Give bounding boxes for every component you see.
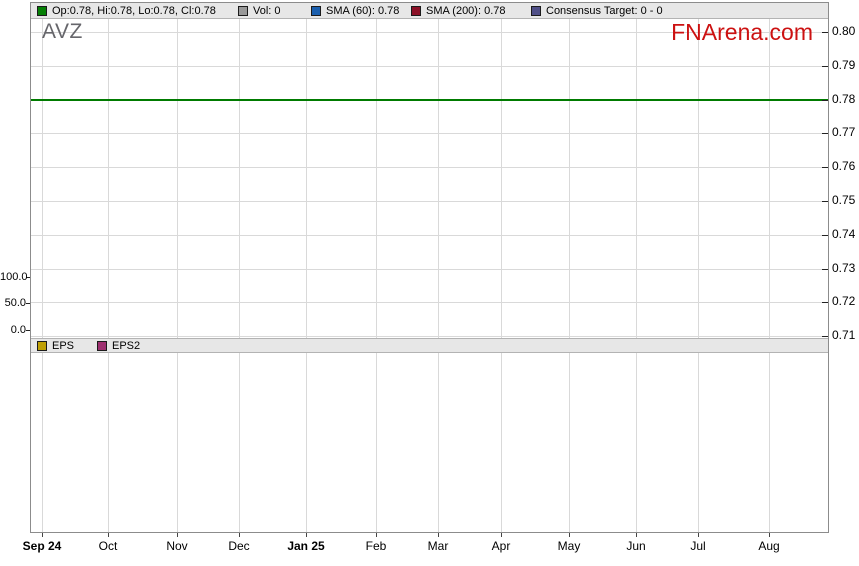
v-gridline [108,19,109,532]
x-axis-tick [698,533,699,537]
price-legend-bar: Op:0.78, Hi:0.78, Lo:0.78, Cl:0.78 Vol: 0… [31,3,828,19]
h-gridline [31,336,828,337]
chart-frame: Op:0.78, Hi:0.78, Lo:0.78, Cl:0.78 Vol: 0… [30,2,829,533]
x-axis-tick [42,533,43,537]
x-axis-tick [438,533,439,537]
x-axis-tick [501,533,502,537]
price-axis-label: 0.80 [832,24,856,38]
legend-item-eps: EPS [37,339,74,352]
volume-axis-tick [26,330,30,331]
x-axis-label: Jan 25 [287,539,325,553]
price-axis-label: 0.75 [832,193,856,207]
price-axis-tick [822,167,828,168]
sma60-swatch-icon [311,5,321,16]
v-gridline [376,19,377,532]
legend-label-ohlc: Op:0.78, Hi:0.78, Lo:0.78, Cl:0.78 [52,4,216,17]
price-axis-label: 0.77 [832,125,856,139]
ticker-symbol: AVZ [42,20,83,43]
price-axis-label: 0.76 [832,159,856,173]
x-axis-label: Sep 24 [22,539,62,553]
h-gridline [31,269,828,270]
h-gridline [31,66,828,67]
legend-label-consensus: Consensus Target: 0 - 0 [546,4,663,17]
x-axis-label: Nov [166,539,188,553]
v-gridline [42,19,43,532]
x-axis-tick [769,533,770,537]
volume-axis-label: 100.0 [0,271,28,283]
price-axis-label: 0.71 [832,328,856,342]
x-axis-label: Feb [365,539,387,553]
h-gridline [31,133,828,134]
ohlc-swatch-icon [37,5,47,16]
sma200-swatch-icon [411,5,421,16]
v-gridline [501,19,502,532]
price-axis-label: 0.74 [832,227,856,241]
eps-legend-bar: EPS EPS2 [31,338,828,353]
x-axis-tick [177,533,178,537]
x-axis-label: May [557,539,581,553]
v-gridline [177,19,178,532]
volume-axis-label: 50.0 [4,297,26,309]
x-axis-tick [306,533,307,537]
price-axis-tick [822,235,828,236]
volume-axis-tick [26,303,30,304]
v-gridline [306,19,307,532]
x-axis-tick [108,533,109,537]
v-gridline [698,19,699,532]
v-gridline [769,19,770,532]
legend-label-eps: EPS [52,339,75,352]
x-axis-label: Jul [690,539,706,553]
x-axis-label: Oct [98,539,118,553]
x-axis-tick [239,533,240,537]
price-axis-label: 0.79 [832,58,856,72]
price-axis-tick [822,201,828,202]
price-axis-tick [822,66,828,67]
price-axis-tick [822,133,828,134]
volume-axis-label: 0.0 [10,324,26,336]
site-watermark: FNArena.com [671,19,813,45]
price-line [31,99,828,101]
v-gridline [636,19,637,532]
legend-item-volume: Vol: 0 [238,3,281,18]
volume-axis-tick [26,277,30,278]
price-axis-label: 0.73 [832,261,856,275]
legend-label-volume: Vol: 0 [253,4,281,17]
x-axis-tick [569,533,570,537]
legend-label-sma200: SMA (200): 0.78 [426,4,506,17]
x-axis-label: Aug [758,539,780,553]
price-axis-tick [822,100,828,101]
eps2-swatch-icon [97,340,107,351]
h-gridline [31,167,828,168]
v-gridline [438,19,439,532]
legend-item-sma200: SMA (200): 0.78 [411,3,506,18]
x-axis-label: Mar [427,539,449,553]
price-axis-tick [822,32,828,33]
price-axis-tick [822,336,828,337]
h-gridline [31,302,828,303]
price-axis-label: 0.78 [832,92,856,106]
x-axis-tick [636,533,637,537]
v-gridline [239,19,240,532]
price-axis-tick [822,269,828,270]
consensus-swatch-icon [531,5,541,16]
x-axis-tick [376,533,377,537]
x-axis-label: Apr [491,539,511,553]
legend-item-eps2: EPS2 [97,339,140,352]
price-axis-label: 0.72 [832,294,856,308]
legend-item-ohlc: Op:0.78, Hi:0.78, Lo:0.78, Cl:0.78 [37,3,216,18]
legend-label-sma60: SMA (60): 0.78 [326,4,400,17]
price-axis-tick [822,302,828,303]
h-gridline [31,235,828,236]
x-axis-label: Dec [228,539,250,553]
legend-item-sma60: SMA (60): 0.78 [311,3,399,18]
h-gridline [31,32,828,33]
h-gridline [31,201,828,202]
eps-swatch-icon [37,340,47,351]
v-gridline [569,19,570,532]
legend-label-eps2: EPS2 [112,339,141,352]
legend-item-consensus: Consensus Target: 0 - 0 [531,3,663,18]
volume-swatch-icon [238,5,248,16]
x-axis-label: Jun [626,539,646,553]
